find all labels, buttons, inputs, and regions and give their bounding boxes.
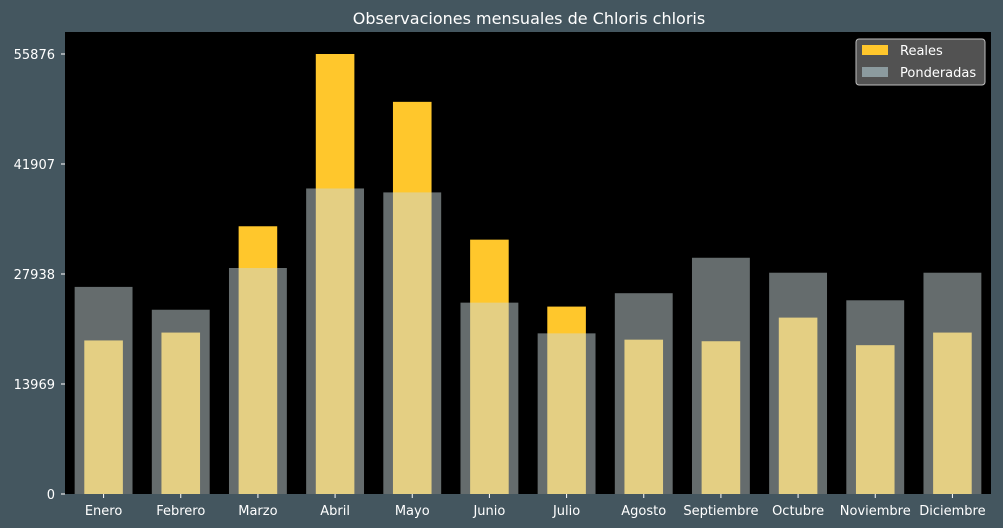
x-tick-label-mayo: Mayo — [395, 504, 430, 519]
legend-box — [855, 38, 986, 86]
x-tick-label-marzo: Marzo — [238, 504, 277, 519]
bar-ponderadas-febrero — [151, 309, 210, 494]
legend: Reales Ponderadas — [855, 38, 986, 86]
bar-ponderadas-mayo — [383, 192, 442, 494]
x-tick-label-febrero: Febrero — [156, 504, 205, 519]
bar-ponderadas-agosto — [614, 293, 673, 494]
x-axis: Enero Febrero Marzo Abril Mayo Junio Julio Agos… — [85, 494, 986, 519]
x-tick-label-agosto: Agosto — [621, 504, 666, 519]
x-tick-label-octubre: Octubre — [772, 504, 824, 519]
legend-label-ponderadas: Ponderadas — [900, 66, 976, 81]
y-axis: 0 13969 27938 41907 55876 — [14, 48, 65, 503]
y-tick-label-55876: 55876 — [14, 48, 55, 63]
bar-ponderadas-junio — [460, 302, 519, 494]
legend-swatch-ponderadas — [862, 67, 888, 77]
bar-ponderadas-septiembre — [691, 257, 750, 494]
x-tick-label-diciembre: Diciembre — [919, 504, 985, 519]
chart-title: Observaciones mensuales de Chloris chlor… — [353, 9, 705, 28]
y-tick-label-27938: 27938 — [14, 268, 55, 283]
x-tick-label-julio: Julio — [552, 504, 580, 519]
x-tick-label-abril: Abril — [320, 504, 350, 519]
y-tick-label-13969: 13969 — [14, 378, 55, 393]
bar-ponderadas-marzo — [228, 268, 287, 494]
y-tick-label-41907: 41907 — [14, 158, 55, 173]
bar-ponderadas-abril — [306, 188, 365, 495]
x-tick-label-junio: Junio — [472, 504, 505, 519]
legend-swatch-reales — [862, 45, 888, 55]
x-tick-label-enero: Enero — [85, 504, 123, 519]
x-tick-label-noviembre: Noviembre — [840, 504, 911, 519]
weighted-bars — [74, 188, 982, 495]
x-tick-label-septiembre: Septiembre — [683, 504, 758, 519]
legend-label-reales: Reales — [900, 44, 943, 59]
bar-ponderadas-octubre — [769, 272, 828, 494]
bar-ponderadas-noviembre — [846, 300, 905, 494]
plot-area — [65, 32, 991, 494]
bar-ponderadas-enero — [74, 286, 133, 494]
y-tick-label-0: 0 — [47, 488, 55, 503]
bar-ponderadas-julio — [537, 333, 596, 494]
bar-ponderadas-diciembre — [923, 272, 982, 494]
